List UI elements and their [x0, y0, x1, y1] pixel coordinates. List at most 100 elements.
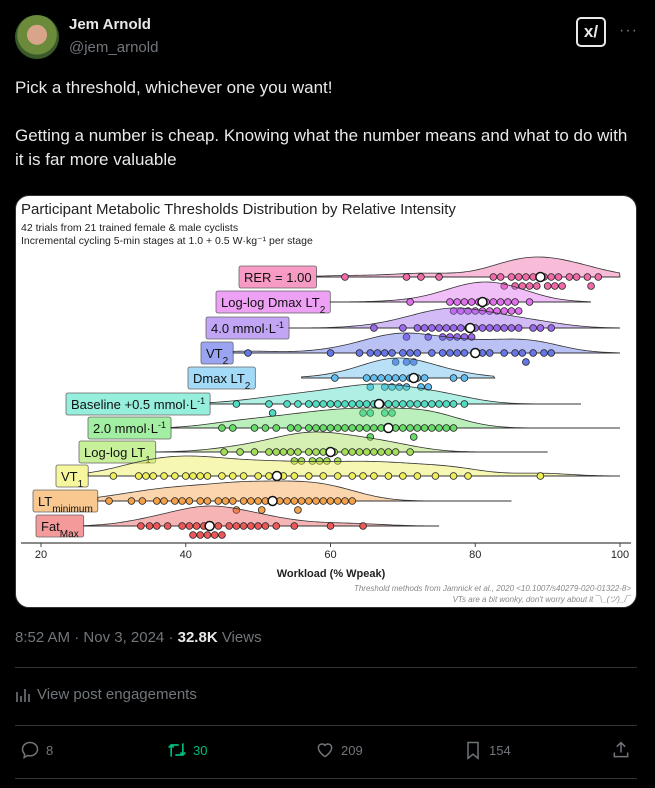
data-point	[218, 424, 226, 432]
data-point	[428, 349, 436, 357]
data-point	[326, 400, 335, 408]
repost-button[interactable]: 30	[167, 740, 207, 760]
data-point	[551, 282, 559, 290]
data-point	[232, 400, 241, 408]
data-point	[409, 433, 418, 441]
data-point	[247, 522, 255, 530]
data-point	[290, 497, 299, 505]
data-point	[507, 273, 516, 281]
median-marker	[408, 372, 419, 384]
engagements-label: View post engagements	[37, 686, 197, 703]
data-point	[239, 497, 248, 505]
data-point	[540, 349, 548, 357]
data-point	[348, 400, 357, 408]
data-point	[431, 472, 440, 480]
data-point	[250, 424, 259, 432]
data-point	[268, 409, 277, 417]
data-point	[449, 324, 458, 332]
series-row: VT1	[55, 455, 621, 490]
data-point	[370, 472, 378, 480]
post-image-chart[interactable]: Participant Metabolic Thresholds Distrib…	[15, 195, 637, 608]
data-point	[221, 497, 230, 505]
x-tick-label: 60	[324, 549, 336, 561]
data-point	[272, 522, 281, 530]
data-point	[366, 409, 375, 417]
data-point	[290, 522, 299, 530]
repost-count: 30	[193, 742, 208, 758]
data-point	[304, 448, 313, 456]
median-marker	[271, 470, 283, 482]
data-point	[203, 472, 212, 480]
chart-title: Participant Metabolic Thresholds Distrib…	[21, 201, 456, 218]
data-point	[413, 424, 422, 432]
data-point	[399, 349, 407, 357]
data-point	[380, 349, 389, 357]
density-ridge	[288, 307, 621, 329]
data-point	[554, 273, 563, 281]
data-point	[283, 400, 291, 408]
series-label: Dmax LT2	[193, 371, 251, 392]
data-point	[341, 273, 349, 281]
data-point	[500, 307, 509, 315]
data-point	[203, 497, 212, 505]
share-button[interactable]	[611, 740, 631, 760]
data-point	[228, 424, 237, 432]
data-point	[406, 448, 414, 456]
data-point	[304, 424, 313, 432]
data-point	[380, 383, 389, 391]
data-point	[373, 349, 382, 357]
median-marker	[373, 398, 385, 410]
bookmark-button[interactable]: 154	[463, 740, 511, 760]
data-point	[413, 400, 422, 408]
series-label: Log-log Dmax LT2	[221, 295, 326, 316]
view-engagements-link[interactable]: View post engagements	[15, 686, 197, 703]
data-point	[214, 497, 223, 505]
data-point	[449, 472, 458, 480]
avatar[interactable]	[15, 15, 59, 59]
x-tick-label: 100	[611, 549, 629, 561]
data-point	[265, 400, 273, 408]
reply-button[interactable]: 8	[20, 740, 53, 760]
data-point	[525, 282, 534, 290]
data-point	[399, 324, 407, 332]
post-date[interactable]: Nov 3, 2024	[83, 629, 165, 646]
series-row: RER = 1.00	[238, 256, 621, 290]
series-label: VT1	[61, 469, 84, 490]
data-point	[485, 324, 494, 332]
author-handle[interactable]: @jem_arnold	[69, 39, 159, 56]
data-point	[514, 307, 523, 315]
data-point	[189, 472, 197, 480]
heart-icon	[317, 743, 333, 758]
data-point	[406, 424, 414, 432]
data-point	[304, 400, 313, 408]
post-time[interactable]: 8:52 AM	[15, 629, 71, 646]
data-point	[105, 497, 113, 505]
data-point	[196, 472, 205, 480]
data-point	[294, 400, 302, 408]
data-point	[304, 472, 313, 480]
median-marker	[477, 296, 488, 308]
like-button[interactable]: 209	[315, 740, 363, 760]
data-point	[341, 400, 349, 408]
data-point	[308, 457, 317, 465]
series-label: Baseline +0.5 mmol·L-1	[71, 396, 205, 412]
data-point	[456, 307, 465, 315]
data-point	[171, 497, 179, 505]
series-row: Log-log Dmax LT2	[215, 281, 592, 316]
divider	[15, 725, 637, 726]
data-point	[239, 472, 248, 480]
data-point	[532, 282, 541, 290]
data-point	[565, 273, 574, 281]
data-point	[142, 472, 150, 480]
grok-icon[interactable]: x/	[576, 17, 606, 47]
median-marker	[325, 446, 336, 458]
data-point	[391, 448, 400, 456]
series-row: 2.0 mmol·L-1	[87, 407, 620, 441]
data-point	[319, 497, 328, 505]
more-icon[interactable]: ···	[619, 22, 638, 39]
data-point	[272, 448, 281, 456]
data-point	[413, 324, 422, 332]
data-point	[529, 324, 537, 332]
data-point	[319, 472, 328, 480]
author-name[interactable]: Jem Arnold	[69, 16, 151, 33]
